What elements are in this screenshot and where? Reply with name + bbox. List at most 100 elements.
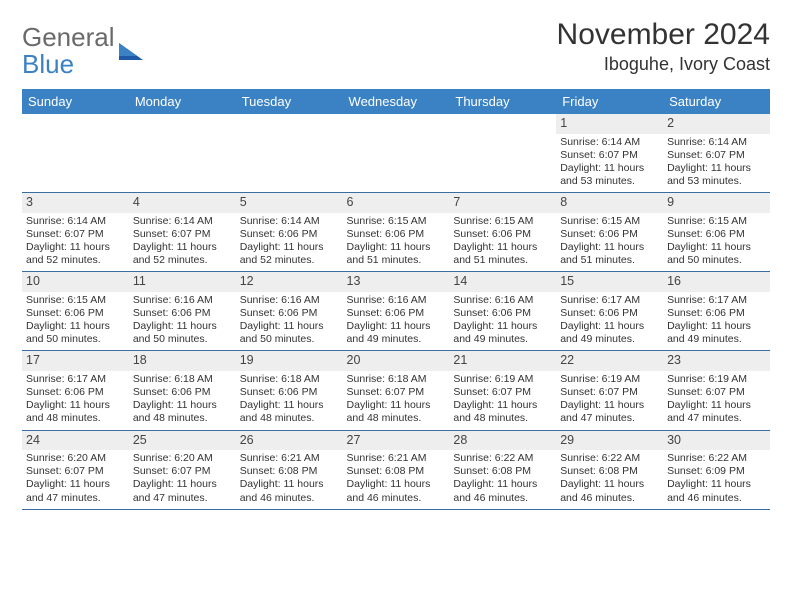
sunrise-text: Sunrise: 6:16 AM — [453, 294, 552, 307]
day-number: 6 — [343, 193, 450, 213]
sunrise-text: Sunrise: 6:22 AM — [667, 452, 766, 465]
daylight-text: Daylight: 11 hours and 46 minutes. — [560, 478, 659, 504]
sunrise-text: Sunrise: 6:14 AM — [560, 136, 659, 149]
sunset-text: Sunset: 6:07 PM — [133, 465, 232, 478]
calendar-day-cell: 11Sunrise: 6:16 AMSunset: 6:06 PMDayligh… — [129, 272, 236, 351]
daylight-text: Daylight: 11 hours and 48 minutes. — [240, 399, 339, 425]
sunrise-text: Sunrise: 6:18 AM — [240, 373, 339, 386]
calendar-day-cell — [449, 114, 556, 193]
calendar-day-cell: 4Sunrise: 6:14 AMSunset: 6:07 PMDaylight… — [129, 193, 236, 272]
brand-name-bottom: Blue — [22, 51, 115, 77]
sunrise-text: Sunrise: 6:22 AM — [453, 452, 552, 465]
daylight-text: Daylight: 11 hours and 46 minutes. — [667, 478, 766, 504]
sunrise-text: Sunrise: 6:18 AM — [347, 373, 446, 386]
daylight-text: Daylight: 11 hours and 53 minutes. — [667, 162, 766, 188]
sunset-text: Sunset: 6:06 PM — [240, 386, 339, 399]
calendar-day-cell: 26Sunrise: 6:21 AMSunset: 6:08 PMDayligh… — [236, 430, 343, 509]
daylight-text: Daylight: 11 hours and 47 minutes. — [560, 399, 659, 425]
calendar-day-cell: 14 Sunrise: 6:16 AMSunset: 6:06 PMDayligh… — [449, 272, 556, 351]
sunset-text: Sunset: 6:06 PM — [133, 307, 232, 320]
sunrise-text: Sunrise: 6:21 AM — [240, 452, 339, 465]
calendar-day-cell: 27Sunrise: 6:21 AMSunset: 6:08 PMDayligh… — [343, 430, 450, 509]
calendar-day-cell: 2Sunrise: 6:14 AMSunset: 6:07 PMDaylight… — [663, 114, 770, 193]
calendar-week-row: 3Sunrise: 6:14 AMSunset: 6:07 PMDaylight… — [22, 193, 770, 272]
sunset-text: Sunset: 6:08 PM — [347, 465, 446, 478]
day-number: 10 — [22, 272, 129, 292]
sunset-text: Sunset: 6:07 PM — [26, 465, 125, 478]
calendar-day-cell: 28Sunrise: 6:22 AMSunset: 6:08 PMDayligh… — [449, 430, 556, 509]
daylight-text: Daylight: 11 hours and 51 minutes. — [560, 241, 659, 267]
daylight-text: Daylight: 11 hours and 46 minutes. — [453, 478, 552, 504]
calendar-day-cell: 3Sunrise: 6:14 AMSunset: 6:07 PMDaylight… — [22, 193, 129, 272]
daylight-text: Daylight: 11 hours and 49 minutes. — [560, 320, 659, 346]
calendar-day-cell: 29Sunrise: 6:22 AMSunset: 6:08 PMDayligh… — [556, 430, 663, 509]
brand-logo: General Blue — [22, 24, 143, 77]
sunrise-text: Sunrise: 6:17 AM — [26, 373, 125, 386]
calendar-day-cell: 20Sunrise: 6:18 AMSunset: 6:07 PMDayligh… — [343, 351, 450, 430]
day-number: 9 — [663, 193, 770, 213]
calendar-day-cell: 16Sunrise: 6:17 AMSunset: 6:06 PMDayligh… — [663, 272, 770, 351]
sunrise-text: Sunrise: 6:18 AM — [133, 373, 232, 386]
calendar-day-cell: 23Sunrise: 6:19 AMSunset: 6:07 PMDayligh… — [663, 351, 770, 430]
calendar-week-row: 10Sunrise: 6:15 AMSunset: 6:06 PMDayligh… — [22, 272, 770, 351]
day-number: 1 — [556, 114, 663, 134]
day-number: 14 — [449, 272, 556, 292]
weekday-header: Thursday — [449, 89, 556, 114]
calendar-day-cell — [236, 114, 343, 193]
daylight-text: Daylight: 11 hours and 49 minutes. — [453, 320, 552, 346]
calendar-day-cell — [343, 114, 450, 193]
calendar-week-row: 17Sunrise: 6:17 AMSunset: 6:06 PMDayligh… — [22, 351, 770, 430]
sunrise-text: Sunrise: 6:14 AM — [667, 136, 766, 149]
sunset-text: Sunset: 6:09 PM — [667, 465, 766, 478]
daylight-text: Daylight: 11 hours and 51 minutes. — [453, 241, 552, 267]
sunrise-text: Sunrise: 6:21 AM — [347, 452, 446, 465]
sunset-text: Sunset: 6:07 PM — [133, 228, 232, 241]
daylight-text: Daylight: 11 hours and 48 minutes. — [133, 399, 232, 425]
sunrise-text: Sunrise: 6:16 AM — [133, 294, 232, 307]
daylight-text: Daylight: 11 hours and 46 minutes. — [347, 478, 446, 504]
sunrise-text: Sunrise: 6:16 AM — [240, 294, 339, 307]
calendar-head: Sunday Monday Tuesday Wednesday Thursday… — [22, 89, 770, 114]
calendar-day-cell: 5Sunrise: 6:14 AMSunset: 6:06 PMDaylight… — [236, 193, 343, 272]
daylight-text: Daylight: 11 hours and 50 minutes. — [240, 320, 339, 346]
daylight-text: Daylight: 11 hours and 46 minutes. — [240, 478, 339, 504]
sunset-text: Sunset: 6:07 PM — [560, 149, 659, 162]
sunset-text: Sunset: 6:07 PM — [667, 149, 766, 162]
sunrise-text: Sunrise: 6:20 AM — [26, 452, 125, 465]
sunset-text: Sunset: 6:07 PM — [347, 386, 446, 399]
daylight-text: Daylight: 11 hours and 50 minutes. — [667, 241, 766, 267]
daylight-text: Daylight: 11 hours and 47 minutes. — [667, 399, 766, 425]
sunset-text: Sunset: 6:06 PM — [347, 228, 446, 241]
page-header: General Blue November 2024 Iboguhe, Ivor… — [22, 18, 770, 77]
calendar-day-cell: 13Sunrise: 6:16 AMSunset: 6:06 PMDayligh… — [343, 272, 450, 351]
calendar-day-cell: 12Sunrise: 6:16 AMSunset: 6:06 PMDayligh… — [236, 272, 343, 351]
day-number: 26 — [236, 431, 343, 451]
daylight-text: Daylight: 11 hours and 52 minutes. — [133, 241, 232, 267]
day-number: 5 — [236, 193, 343, 213]
sunrise-text: Sunrise: 6:20 AM — [133, 452, 232, 465]
daylight-text: Daylight: 11 hours and 50 minutes. — [133, 320, 232, 346]
sunrise-text: Sunrise: 6:15 AM — [560, 215, 659, 228]
sunset-text: Sunset: 6:06 PM — [453, 307, 552, 320]
calendar-day-cell: 1Sunrise: 6:14 AMSunset: 6:07 PMDaylight… — [556, 114, 663, 193]
day-number: 15 — [556, 272, 663, 292]
sunset-text: Sunset: 6:06 PM — [560, 228, 659, 241]
sunset-text: Sunset: 6:08 PM — [240, 465, 339, 478]
day-number: 24 — [22, 431, 129, 451]
sunrise-text: Sunrise: 6:17 AM — [667, 294, 766, 307]
sunset-text: Sunset: 6:08 PM — [453, 465, 552, 478]
calendar-day-cell: 24Sunrise: 6:20 AMSunset: 6:07 PMDayligh… — [22, 430, 129, 509]
sunrise-text: Sunrise: 6:19 AM — [560, 373, 659, 386]
day-number: 13 — [343, 272, 450, 292]
sunset-text: Sunset: 6:06 PM — [26, 386, 125, 399]
calendar-day-cell: 25Sunrise: 6:20 AMSunset: 6:07 PMDayligh… — [129, 430, 236, 509]
sunset-text: Sunset: 6:07 PM — [453, 386, 552, 399]
brand-text: General Blue — [22, 24, 115, 77]
day-number: 22 — [556, 351, 663, 371]
sunrise-text: Sunrise: 6:15 AM — [347, 215, 446, 228]
weekday-header: Sunday — [22, 89, 129, 114]
day-number: 18 — [129, 351, 236, 371]
sunset-text: Sunset: 6:06 PM — [240, 228, 339, 241]
day-number: 20 — [343, 351, 450, 371]
calendar-table: Sunday Monday Tuesday Wednesday Thursday… — [22, 89, 770, 510]
